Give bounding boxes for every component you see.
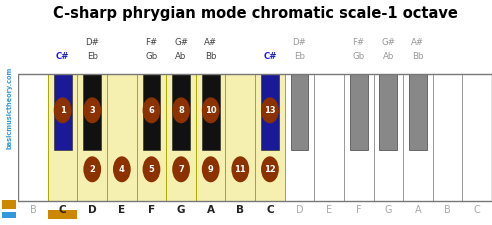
Text: E: E (118, 205, 125, 215)
Text: A#: A# (204, 38, 217, 47)
Text: Gb: Gb (145, 52, 157, 61)
Bar (202, 74, 219, 150)
Text: D: D (88, 205, 96, 215)
Text: 1: 1 (60, 106, 65, 115)
Text: D#: D# (85, 38, 99, 47)
Text: G#: G# (381, 38, 396, 47)
Circle shape (143, 156, 160, 182)
Text: Eb: Eb (294, 52, 305, 61)
Text: Eb: Eb (87, 52, 98, 61)
Bar (403, 74, 433, 201)
Bar (314, 74, 344, 201)
Text: G#: G# (174, 38, 188, 47)
Text: A: A (207, 205, 215, 215)
Circle shape (54, 97, 71, 123)
Bar (137, 74, 166, 201)
Text: 13: 13 (264, 106, 276, 115)
Text: F#: F# (353, 38, 365, 47)
Bar (2, 200, 16, 209)
Text: 9: 9 (208, 165, 214, 174)
Text: 5: 5 (149, 165, 154, 174)
Bar (196, 74, 225, 201)
Text: B: B (30, 205, 36, 215)
Bar (462, 74, 492, 201)
Text: F: F (356, 205, 362, 215)
Text: F#: F# (145, 38, 157, 47)
Text: basicmusictheory.com: basicmusictheory.com (6, 67, 12, 149)
Bar (48, 210, 77, 219)
Text: Ab: Ab (175, 52, 187, 61)
Bar (172, 74, 190, 150)
Text: 10: 10 (205, 106, 216, 115)
Text: 11: 11 (234, 165, 246, 174)
Bar (255, 74, 285, 201)
Text: A#: A# (411, 38, 425, 47)
Text: 7: 7 (178, 165, 184, 174)
Text: C: C (59, 205, 66, 215)
Bar (261, 74, 279, 150)
Text: 3: 3 (90, 106, 95, 115)
Circle shape (261, 97, 279, 123)
Circle shape (113, 156, 131, 182)
Text: A: A (415, 205, 421, 215)
Bar (107, 74, 137, 201)
Text: C#: C# (56, 52, 69, 61)
Text: C-sharp phrygian mode chromatic scale-1 octave: C-sharp phrygian mode chromatic scale-1 … (53, 7, 458, 22)
Text: Bb: Bb (412, 52, 424, 61)
Bar (285, 74, 314, 201)
Bar (350, 74, 368, 150)
Text: F: F (148, 205, 155, 215)
Bar (83, 74, 101, 150)
Bar (373, 74, 403, 201)
Circle shape (202, 97, 219, 123)
Text: 2: 2 (89, 165, 95, 174)
Bar (143, 74, 160, 150)
Bar (225, 74, 255, 201)
Bar (166, 74, 196, 201)
Text: Bb: Bb (205, 52, 216, 61)
Circle shape (231, 156, 249, 182)
Text: C: C (266, 205, 274, 215)
Bar (18, 74, 48, 201)
Text: D#: D# (293, 38, 307, 47)
Bar (344, 74, 373, 201)
Text: C#: C# (263, 52, 277, 61)
Text: 8: 8 (178, 106, 184, 115)
Text: E: E (326, 205, 332, 215)
Bar (291, 74, 308, 150)
Text: D: D (296, 205, 304, 215)
Bar (18, 74, 492, 201)
Text: Gb: Gb (353, 52, 365, 61)
Circle shape (83, 156, 101, 182)
Text: 6: 6 (149, 106, 154, 115)
Bar (77, 74, 107, 201)
Bar (54, 74, 71, 150)
Circle shape (172, 156, 190, 182)
Bar (48, 74, 77, 201)
Text: Ab: Ab (383, 52, 394, 61)
Circle shape (143, 97, 160, 123)
Circle shape (261, 156, 279, 182)
Circle shape (202, 156, 219, 182)
Text: 12: 12 (264, 165, 276, 174)
Text: G: G (385, 205, 392, 215)
Text: B: B (236, 205, 245, 215)
Text: C: C (474, 205, 481, 215)
Bar (433, 74, 462, 201)
Circle shape (83, 97, 101, 123)
Circle shape (172, 97, 190, 123)
Bar (379, 74, 397, 150)
Bar (409, 74, 427, 150)
Bar (2, 212, 16, 218)
Text: B: B (444, 205, 451, 215)
Text: 4: 4 (119, 165, 125, 174)
Text: G: G (177, 205, 185, 215)
